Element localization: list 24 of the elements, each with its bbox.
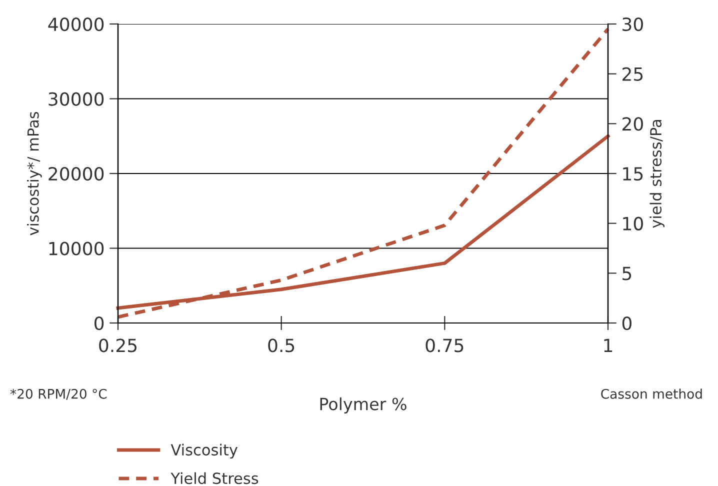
x-axis-title: Polymer % [320, 397, 406, 414]
x-tick-label: 1 [604, 338, 612, 352]
y2-tick-label: 15 [623, 167, 643, 181]
y-axis-title: viscostiy*/ mPas [27, 112, 42, 236]
y2-tick-label: 30 [622, 17, 643, 32]
y2-tick-label: 0 [622, 316, 632, 330]
legend-label: Viscosity [170, 444, 238, 459]
y-tick-label: 40000 [48, 17, 104, 32]
x-tick-label: 0.75 [426, 338, 464, 352]
x-tick-label: 0.25 [99, 338, 137, 352]
y-tick-label: 0 [94, 316, 104, 330]
y2-axis-title: yield stress/Pa [650, 120, 665, 228]
y2-tick-label: 20 [622, 117, 643, 131]
y2-tick-label: 25 [622, 67, 643, 81]
y2-tick-label: 5 [622, 266, 632, 280]
x-tick-label: 0.5 [268, 338, 294, 352]
y-tick-label: 30000 [48, 92, 104, 106]
y2-tick-label: 10 [623, 216, 643, 230]
line-series [116, 27, 610, 319]
y-tick-label: 20000 [48, 166, 104, 181]
legend-label: Yield Stress [170, 472, 258, 484]
text: *20 RPM/20 °C [10, 388, 107, 400]
y-tick-label: 10000 [49, 242, 104, 256]
text: Casson method [601, 388, 702, 399]
